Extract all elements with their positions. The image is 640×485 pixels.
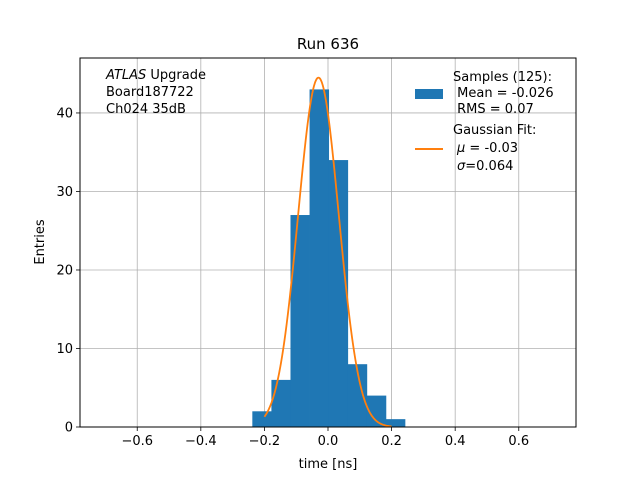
y-tick-label: 10 [56,342,73,357]
mu-value: = -0.03 [465,141,518,156]
y-tick-label: 20 [56,263,73,278]
chart-title: Run 636 [297,35,359,53]
annotation-line: ATLAS Upgrade [105,68,206,83]
legend: Samples (125): Mean = -0.026 RMS = 0.07 … [415,70,554,174]
histogram-bar [309,89,330,427]
histogram-bar [271,379,291,427]
annotation-line: Board187722 [106,85,194,100]
x-tick-label: −0.2 [249,434,281,449]
mu-symbol: μ [456,141,465,156]
x-tick-label: 0.2 [381,434,402,449]
gaussian-fit-curve [263,76,392,428]
x-tick-label: −0.6 [121,434,153,449]
histogram-bar [385,419,406,427]
legend-histogram-label: Samples (125): [453,70,552,85]
x-tick-label: 0.0 [318,434,339,449]
x-tick-label: 0.6 [508,434,529,449]
x-axis-label: time [ns] [299,457,358,472]
y-tick-label: 0 [65,421,73,436]
legend-fit-label: Gaussian Fit: [453,123,536,138]
histogram-bar [347,364,368,427]
y-tick-label: 40 [56,106,73,121]
histogram-bars [252,89,406,427]
run-info-annotation: ATLAS Upgrade Board187722 Ch024 35dB [105,68,206,117]
sigma-value: =0.064 [465,159,513,174]
histogram-bar [290,215,310,427]
histogram-bar [366,395,387,427]
legend-histogram-mean: Mean = -0.026 [453,86,554,101]
annotation-italic: ATLAS [105,68,146,83]
legend-fit-mu: μ = -0.03 [456,141,518,156]
axis-ticks: −0.6 −0.4 −0.2 0.0 0.2 0.4 0.6 0 10 20 30 40 [56,106,529,449]
y-axis-label: Entries [33,219,48,265]
x-tick-label: 0.4 [445,434,466,449]
annotation-text: Upgrade [146,68,206,83]
legend-histogram-swatch [415,89,443,99]
x-tick-label: −0.4 [185,434,217,449]
sigma-symbol: σ [457,159,466,174]
gaussian-fit [263,76,392,428]
legend-fit-sigma: σ=0.064 [457,159,513,174]
annotation-line: Ch024 35dB [106,102,186,117]
y-tick-label: 30 [56,185,73,200]
histogram-bar [252,411,272,427]
histogram-bar [328,160,349,427]
legend-histogram-rms: RMS = 0.07 [453,102,534,117]
